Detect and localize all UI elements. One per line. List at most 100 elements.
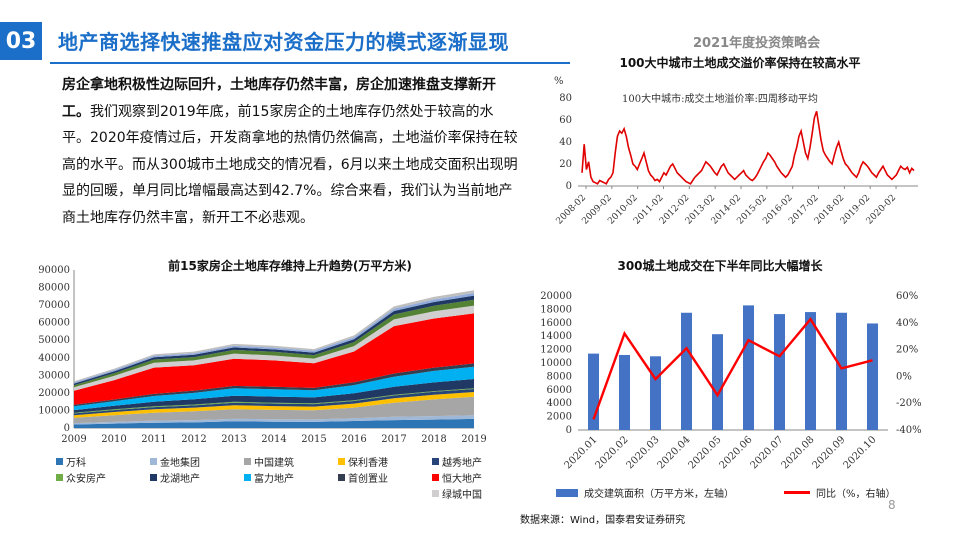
premium-ytick: 20: [559, 159, 572, 170]
inventory-area-3: [74, 396, 474, 424]
bar-ytick-right: -20%: [896, 398, 922, 409]
summary-bold-lead: 房企拿地积极性边际回升，土地库存仍然丰富，房企加速推盘支撑新开工。: [62, 77, 496, 120]
inventory-xtick: 2019: [461, 434, 486, 445]
inventory-area-11: [74, 305, 474, 391]
bar-xtick: 2020.07: [749, 434, 786, 471]
inventory-legend-item: 众安房产: [56, 470, 106, 485]
bar-ytick-left: 6000: [547, 385, 572, 396]
bar-ytick-right: -40%: [896, 425, 922, 436]
bar-ytick-left: 14000: [540, 331, 572, 342]
inventory-legend-item: 万科: [56, 454, 86, 469]
inventory-legend-item: 中国建筑: [244, 454, 294, 469]
bar-mark: [588, 353, 599, 430]
inventory-ytick: 40000: [38, 353, 70, 364]
bar-legend-label: 成交建筑面积（万平方米，左轴）: [584, 489, 734, 500]
page-title: 地产商选择快速推盘应对资金压力的模式逐渐显现: [58, 30, 509, 54]
report-tag: 2021年度投资策略会: [693, 36, 821, 51]
title-underline: [50, 62, 570, 64]
inventory-area-2: [74, 415, 474, 425]
bar-ytick-left: 4000: [547, 398, 572, 409]
inventory-legend-label: 越秀地产: [442, 458, 482, 469]
inventory-legend-label: 龙湖地产: [160, 474, 200, 485]
inventory-xtick: 2017: [381, 434, 406, 445]
inventory-xtick: 2011: [141, 434, 166, 445]
inventory-legend-label: 首创置业: [348, 474, 388, 485]
inventory-legend-swatch: [338, 458, 345, 465]
inventory-legend-item: 富力地产: [244, 470, 294, 485]
page-number: 8: [888, 498, 896, 512]
inventory-legend-swatch: [56, 474, 63, 481]
bar-ytick-right: 0%: [896, 371, 912, 382]
inventory-legend-label: 富力地产: [254, 474, 294, 485]
bar-ytick-right: 20%: [896, 345, 918, 356]
summary-paragraph: 房企拿地积极性边际回升，土地库存仍然丰富，房企加速推盘支撑新开工。我们观察到20…: [62, 72, 520, 231]
yoy-legend-label: 同比（%，右轴）: [816, 489, 896, 500]
bar-ytick-left: 18000: [540, 304, 572, 315]
bar-mark: [650, 356, 661, 430]
inventory-legend-item: 绿城中国: [432, 486, 482, 501]
bar-mark: [867, 323, 878, 430]
bar-ytick-left: 20000: [540, 291, 572, 302]
bar-mark: [619, 354, 630, 430]
inventory-legend-swatch: [432, 474, 439, 481]
inventory-legend-swatch: [338, 474, 345, 481]
inventory-chart-title: 前15家房企土地库存维持上升趋势(万平方米): [168, 259, 412, 273]
inventory-ytick: 10000: [38, 405, 70, 416]
bar-xtick: 2020.05: [687, 434, 724, 471]
inventory-area-chart: 0 10000 20000 30000 40000 50000 60000 70000 8000…: [38, 265, 487, 445]
inventory-area-10: [74, 313, 474, 405]
premium-ytick: 60: [559, 115, 572, 126]
inventory-ytick: 80000: [38, 283, 70, 294]
premium-legend-label: 100大中城市:成交土地溢价率:四周移动平均: [622, 92, 818, 105]
inventory-legend-swatch: [56, 458, 63, 465]
source-note: 数据来源：Wind，国泰君安证券研究: [520, 515, 686, 526]
bar-chart-title: 300城土地成交在下半年同比大幅增长: [617, 259, 823, 273]
inventory-xtick: 2013: [221, 434, 246, 445]
bar-mark: [774, 314, 785, 430]
premium-chart-title: 100大中城市土地成交溢价率保持在较高水平: [619, 56, 861, 70]
inventory-legend-item: 恒大地产: [432, 470, 482, 485]
inventory-legend-label: 恒大地产: [442, 474, 482, 485]
inventory-ytick: 60000: [38, 318, 70, 329]
inventory-legend-swatch: [150, 458, 157, 465]
inventory-ytick: 20000: [38, 388, 70, 399]
bar-mark: [712, 334, 723, 430]
inventory-legend-label: 保利香港: [348, 458, 388, 469]
inventory-legend-label: 金地集团: [160, 458, 200, 469]
bar-ytick-left: 10000: [540, 358, 572, 369]
inventory-legend-label: 绿城中国: [442, 490, 482, 501]
inventory-ytick: 30000: [38, 370, 70, 381]
inventory-xtick: 2010: [101, 434, 126, 445]
inventory-area-13: [74, 295, 474, 386]
inventory-legend-item: 越秀地产: [432, 454, 482, 469]
bar-xtick: 2020.10: [842, 434, 879, 471]
inventory-legend-swatch: [244, 474, 251, 481]
inventory-legend-label: 众安房产: [66, 474, 106, 485]
bar-xtick: 2020.06: [718, 434, 755, 471]
bar-mark: [743, 305, 754, 430]
inventory-area-12: [74, 299, 474, 388]
bar-ytick-left: 12000: [540, 345, 572, 356]
summary-body: 我们观察到2019年底，前15家房企的土地库存仍然处于较高的水平。2020年疫情…: [62, 103, 518, 226]
inventory-area-15: [74, 290, 474, 383]
inventory-ytick: 0: [64, 423, 70, 434]
bar-xtick: 2020.02: [594, 434, 631, 471]
inventory-ytick: 90000: [38, 265, 70, 276]
inventory-legend-label: 中国建筑: [254, 458, 294, 469]
bar-mark: [681, 312, 692, 430]
yoy-legend-swatch: [784, 491, 810, 494]
premium-ytick: 0: [566, 181, 572, 192]
bar-xtick: 2020.09: [811, 434, 848, 471]
inventory-area-4: [74, 392, 474, 418]
inventory-legend: 万科 金地集团 中国建筑 保利香港 越秀地产众安房产 龙湖地产 富力地产 首创置业 恒大地产绿城…: [56, 454, 526, 504]
bar-chart-legend: 成交建筑面积（万平方米，左轴） 同比（%，右轴）: [556, 485, 936, 500]
inventory-xtick: 2015: [301, 434, 326, 445]
premium-ytick: 40: [559, 137, 572, 148]
inventory-legend-swatch: [432, 490, 439, 497]
inventory-area-7: [74, 379, 474, 413]
inventory-ytick: 70000: [38, 300, 70, 311]
yoy-series-line: [592, 317, 873, 420]
inventory-xtick: 2018: [421, 434, 446, 445]
bar-ytick-left: 2000: [547, 412, 572, 423]
bar-xtick: 2020.08: [780, 434, 817, 471]
